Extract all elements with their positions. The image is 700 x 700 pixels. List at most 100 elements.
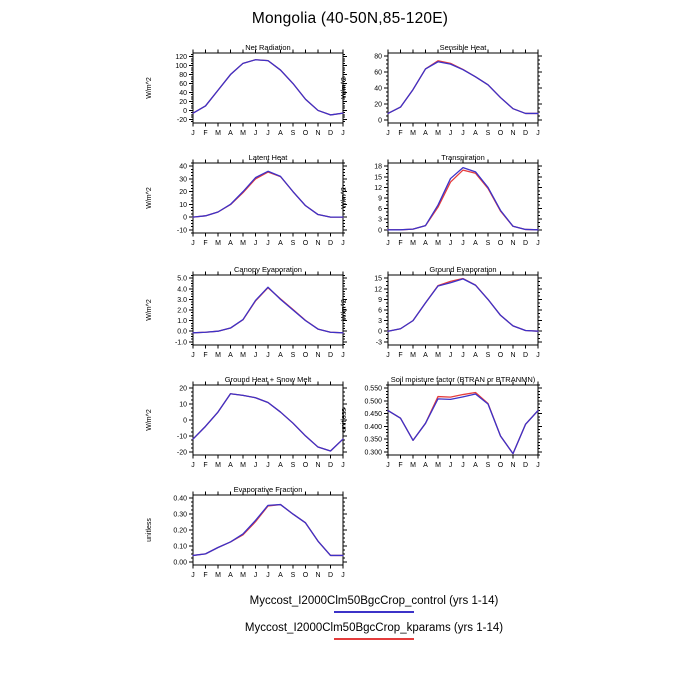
chart-title: Soil moisture factor (BTRAN or BTRANMN): [391, 375, 536, 384]
plot-frame: [387, 384, 539, 456]
x-tick-label: J: [536, 240, 540, 247]
chart-title: Ground Heat + Snow Melt: [225, 375, 312, 384]
x-tick-label: J: [461, 462, 465, 469]
x-tick-label: S: [291, 572, 296, 579]
y-axis-label: W/m^2: [146, 187, 153, 209]
x-tick-label: N: [510, 352, 515, 359]
y-tick-label: 6: [378, 308, 382, 315]
x-tick-label: N: [315, 130, 320, 137]
y-tick-label: 0.500: [364, 398, 382, 405]
y-axis-label: W/m^2: [341, 187, 348, 209]
x-tick-label: M: [215, 240, 221, 247]
axes: [384, 159, 542, 237]
x-tick-label: M: [435, 130, 441, 137]
y-tick-label: 60: [179, 81, 187, 88]
series-control-line: [192, 286, 344, 334]
y-tick-label: 20: [179, 99, 187, 106]
x-tick-label: J: [341, 352, 345, 359]
y-tick-label: 20: [374, 101, 382, 108]
series-control-line: [192, 170, 344, 218]
series-control-line: [387, 166, 539, 231]
y-tick-label: 12: [374, 286, 382, 293]
x-tick-label: M: [410, 130, 416, 137]
series-kparams-line: [192, 171, 344, 218]
x-tick-label: M: [410, 352, 416, 359]
y-tick-label: 3: [378, 217, 382, 224]
y-tick-label: 0: [183, 418, 187, 425]
x-tick-label: A: [473, 240, 478, 247]
legend-label-kparams: Myccost_I2000Clm50BgcCrop_kparams (yrs 1…: [244, 622, 504, 634]
axes: [189, 491, 347, 569]
x-tick-label: D: [523, 352, 528, 359]
chart-title: Ground Evaporation: [429, 265, 496, 274]
x-tick-label: M: [215, 462, 221, 469]
y-tick-label: 1.0: [177, 318, 187, 325]
y-tick-label: 4.0: [177, 286, 187, 293]
x-tick-label: A: [423, 130, 428, 137]
x-tick-label: F: [398, 240, 402, 247]
x-tick-label: O: [498, 130, 504, 137]
y-tick-label: 20: [179, 386, 187, 393]
x-tick-label: D: [328, 240, 333, 247]
axes: [384, 49, 542, 127]
y-tick-label: -1.0: [175, 339, 187, 346]
y-tick-label: 2.0: [177, 308, 187, 315]
x-tick-label: A: [473, 130, 478, 137]
x-tick-label: F: [398, 352, 402, 359]
x-tick-label: A: [228, 130, 233, 137]
chart-transpiration: J F M A M J J A S O N D J0369121518TranspirationW/m^…: [341, 153, 542, 247]
series-kparams-line: [192, 59, 344, 116]
y-tick-label: 40: [179, 90, 187, 97]
series-control-line: [387, 393, 539, 455]
x-tick-label: J: [266, 462, 270, 469]
x-tick-label: M: [240, 572, 246, 579]
x-tick-label: O: [303, 240, 309, 247]
axes: [189, 49, 347, 127]
x-tick-label: D: [523, 240, 528, 247]
y-tick-label: -20: [177, 449, 187, 456]
series-control-line: [192, 393, 344, 452]
x-tick-label: J: [386, 462, 390, 469]
chart-evaporative-fraction: J F M A M J J A S O N D J0.000.100.200.300.40Evapora…: [146, 485, 347, 579]
x-tick-label: O: [303, 462, 309, 469]
x-tick-label: A: [228, 462, 233, 469]
x-tick-label: F: [203, 240, 207, 247]
series-kparams-line: [387, 169, 539, 231]
x-tick-label: O: [498, 352, 504, 359]
x-tick-label: S: [291, 130, 296, 137]
x-tick-label: J: [386, 130, 390, 137]
y-tick-label: 5.0: [177, 276, 187, 283]
y-tick-label: 0.30: [173, 512, 187, 519]
x-tick-label: O: [498, 462, 504, 469]
x-tick-label: M: [240, 130, 246, 137]
x-tick-label: D: [328, 572, 333, 579]
series-kparams-line: [387, 60, 539, 115]
x-tick-label: M: [240, 240, 246, 247]
y-tick-label: 0: [378, 117, 382, 124]
chart-title: Sensible Heat: [440, 43, 488, 52]
y-tick-label: 0.10: [173, 543, 187, 550]
y-tick-label: 0: [183, 108, 187, 115]
x-tick-label: J: [341, 240, 345, 247]
y-tick-label: 20: [179, 189, 187, 196]
x-tick-label: J: [536, 462, 540, 469]
series-control-line: [387, 61, 539, 115]
x-tick-label: N: [510, 462, 515, 469]
plot-frame: [387, 274, 539, 346]
y-axis-label: W/m^2: [146, 409, 153, 431]
legend-line-sample-control: [334, 611, 414, 613]
x-tick-label: N: [315, 572, 320, 579]
y-tick-label: 30: [179, 176, 187, 183]
x-tick-label: A: [278, 572, 283, 579]
figure-title: Mongolia (40-50N,85-120E): [251, 10, 449, 27]
x-tick-label: J: [254, 352, 258, 359]
x-tick-label: F: [398, 130, 402, 137]
x-tick-label: J: [386, 352, 390, 359]
x-tick-label: A: [278, 240, 283, 247]
y-axis-label: W/m^2: [146, 77, 153, 99]
legend-label-control: Myccost_I2000Clm50BgcCrop_control (yrs 1…: [249, 595, 499, 607]
chart-title: Evaporative Fraction: [234, 485, 303, 494]
